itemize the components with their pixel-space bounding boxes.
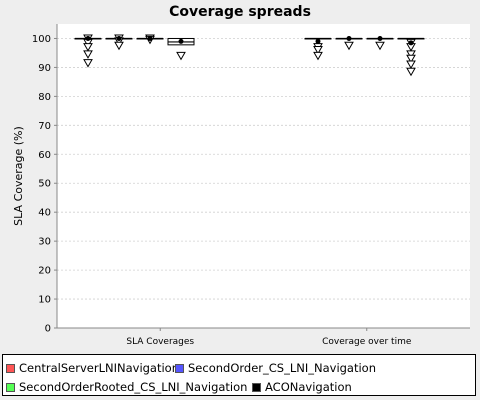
outlier-marker [406, 60, 416, 70]
y-axis-title: SLA Coverage (%) [12, 126, 25, 226]
legend-swatch [6, 382, 15, 392]
outlier-marker [83, 59, 93, 68]
outlier-marker [406, 50, 416, 59]
legend-swatch [6, 363, 15, 373]
y-tick-label: 60 [38, 150, 51, 161]
box [105, 34, 133, 51]
outlier-marker [313, 51, 323, 61]
chart-title: Coverage spreads [169, 4, 311, 20]
mean-marker [85, 35, 91, 41]
legend-label: ACONavigation [265, 380, 352, 394]
mean-marker [315, 38, 321, 44]
outlier-marker [406, 67, 416, 77]
box-plot-chart: Coverage spreads 0 10 20 30 40 50 60 70 80 90 100 S… [12, 4, 470, 347]
mean-marker [178, 38, 184, 44]
box [397, 37, 425, 77]
y-tick-label: 10 [38, 295, 51, 306]
legend-label: SecondOrderRooted_CS_LNI_Navigation [19, 380, 248, 394]
mean-marker [147, 35, 153, 41]
box [304, 37, 332, 61]
legend-item: ACONavigation [252, 380, 352, 394]
y-tick-label: 20 [38, 266, 51, 277]
legend-item: SecondOrder_CS_LNI_Navigation [175, 361, 376, 375]
y-tick-label: 30 [38, 237, 51, 248]
legend-item: SecondOrderRooted_CS_LNI_Navigation [6, 380, 247, 394]
legend-item: CentralServerLNINavigation [6, 361, 179, 375]
outlier-marker [375, 41, 385, 51]
legend-swatch [175, 363, 184, 373]
y-tick-label: 50 [38, 179, 51, 190]
box [335, 35, 363, 51]
legend-label: SecondOrder_CS_LNI_Navigation [188, 361, 377, 375]
mean-marker [408, 40, 414, 46]
outlier-marker [83, 50, 93, 59]
y-tick-label: 0 [45, 324, 51, 335]
box [366, 35, 394, 51]
y-tick-label: 100 [32, 34, 51, 45]
outlier-marker [176, 51, 186, 61]
y-tick-label: 70 [38, 121, 51, 132]
legend-label: CentralServerLNINavigation [19, 361, 180, 375]
mean-marker [377, 35, 383, 41]
outlier-marker [406, 54, 416, 64]
box [136, 34, 164, 45]
y-tick-label: 90 [38, 63, 51, 74]
box [74, 34, 102, 68]
mean-marker [346, 35, 352, 41]
outlier-marker [313, 46, 323, 55]
box [167, 37, 195, 61]
legend: CentralServerLNINavigation SecondOrder_CS… [2, 354, 476, 396]
outlier-marker [344, 41, 354, 51]
boxes [74, 34, 425, 77]
gridlines [57, 38, 470, 300]
outlier-marker [83, 43, 93, 52]
y-tick-label: 80 [38, 92, 51, 103]
axes: 0 10 20 30 40 50 60 70 80 90 100 SLA Coverages Cover… [32, 24, 470, 347]
plot-area [57, 24, 470, 328]
x-category-label: SLA Coverages [126, 337, 194, 347]
mean-marker [116, 35, 122, 41]
y-tick-label: 40 [38, 208, 51, 219]
x-category-label: Coverage over time [322, 337, 412, 347]
legend-swatch [252, 382, 261, 392]
outlier-marker [114, 41, 124, 51]
